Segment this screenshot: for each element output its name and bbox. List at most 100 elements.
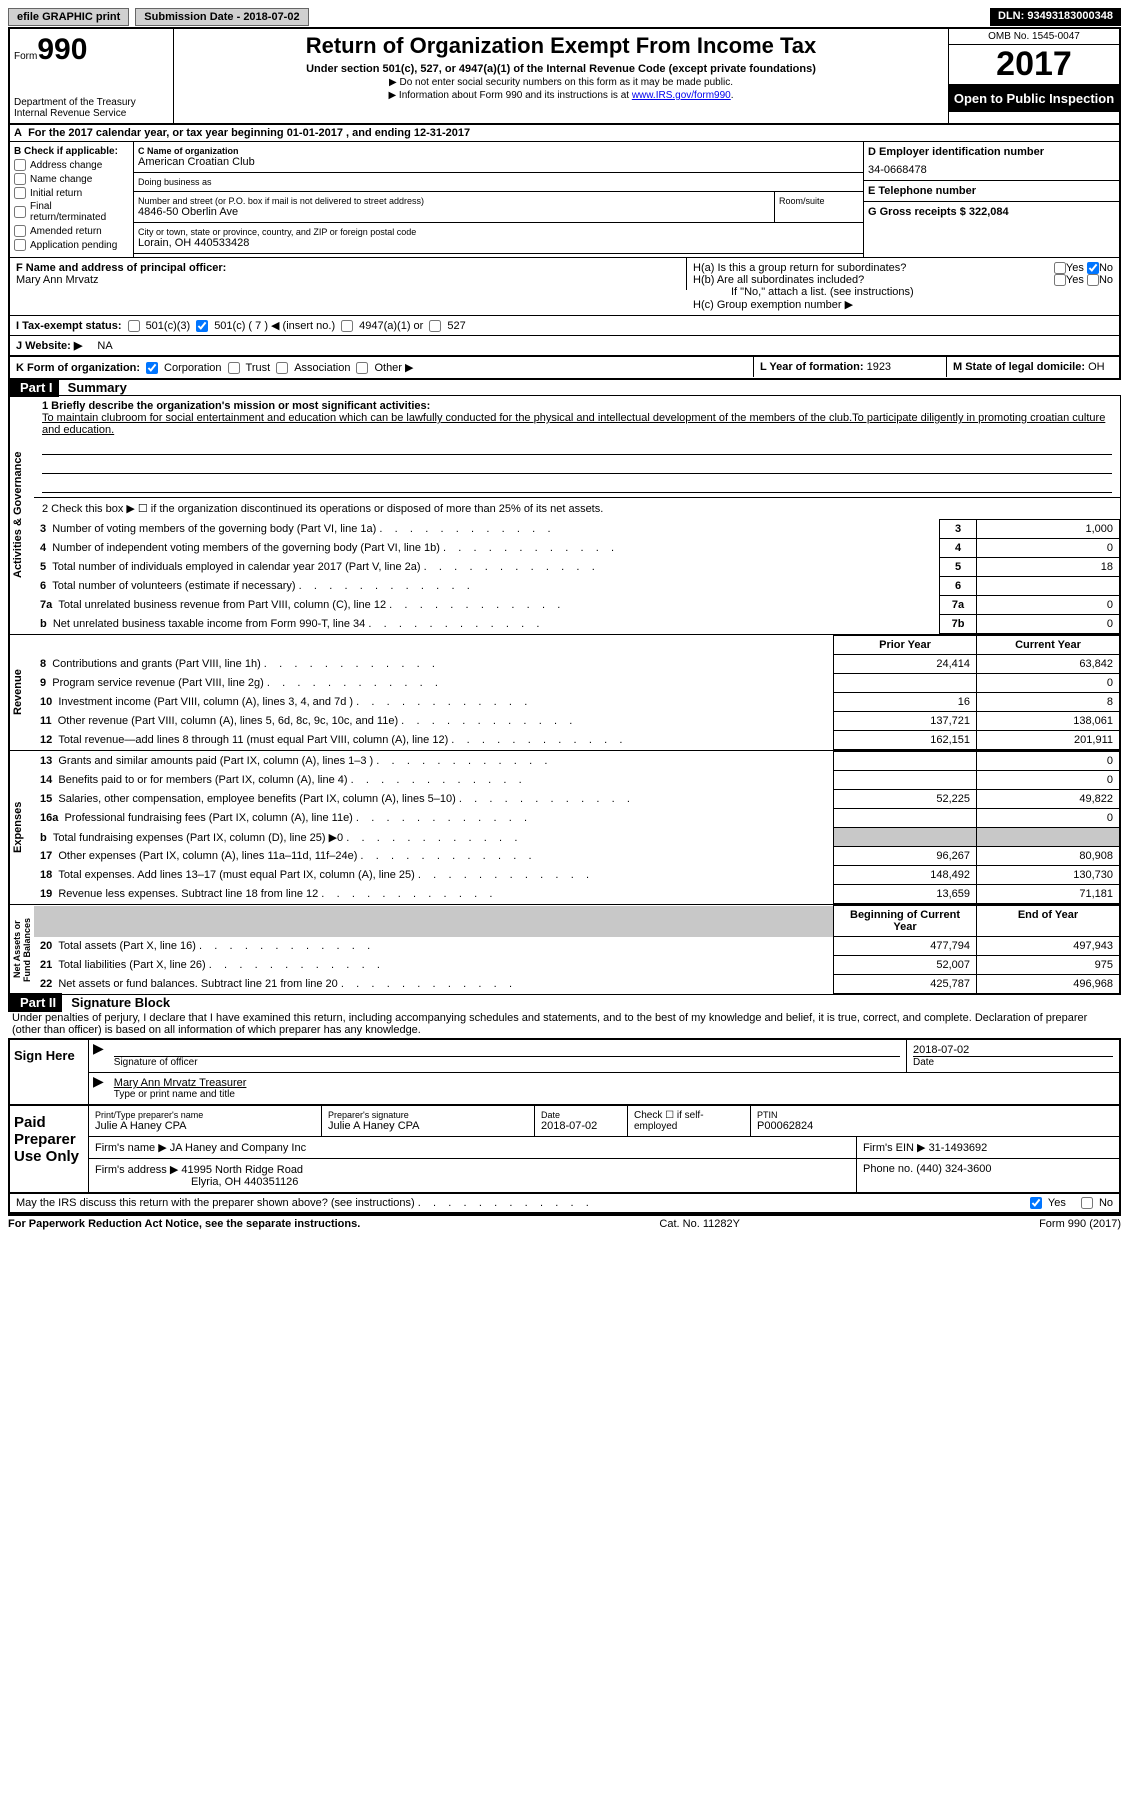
paperwork-notice: For Paperwork Reduction Act Notice, see … [8,1218,360,1230]
type-name-label: Type or print name and title [114,1089,1113,1100]
footer: For Paperwork Reduction Act Notice, see … [8,1214,1121,1230]
firm-ein: 31-1493692 [929,1142,988,1154]
part2-header: Part II Signature Block [8,995,1121,1010]
l-value: 1923 [867,361,891,373]
officer-print-name: Mary Ann Mrvatz Treasurer [114,1077,1113,1089]
firm-city: Elyria, OH 440351126 [95,1176,298,1188]
sig-officer-label: Signature of officer [114,1056,900,1068]
efile-button[interactable]: efile GRAPHIC print [8,8,129,26]
chk-trust[interactable] [228,362,240,374]
m-value: OH [1088,361,1105,373]
discuss-no[interactable] [1081,1197,1093,1209]
section-a-line: A For the 2017 calendar year, or tax yea… [8,125,1121,142]
prep-name: Julie A Haney CPA [95,1120,315,1132]
chk-address-change[interactable] [14,159,26,171]
form-ref: Form 990 (2017) [1039,1218,1121,1230]
submission-button[interactable]: Submission Date - 2018-07-02 [135,8,308,26]
governance-table: 3 Number of voting members of the govern… [34,519,1120,634]
firm-name: JA Haney and Company Inc [170,1142,306,1154]
ein-label: D Employer identification number [868,146,1044,158]
form-header: Form990 Department of the Treasury Inter… [8,27,1121,125]
chk-4947[interactable] [341,320,353,332]
dln-label: DLN: 93493183000348 [990,8,1121,26]
open-public-label: Open to Public Inspection [949,85,1119,112]
chk-527[interactable] [429,320,441,332]
sign-here-label: Sign Here [10,1040,89,1104]
sig-date-label: Date [913,1056,1113,1068]
omb-number: OMB No. 1545-0047 [949,29,1119,45]
netassets-table: Beginning of Current YearEnd of Year 20 … [34,905,1120,994]
chk-501c3[interactable] [128,320,140,332]
officer-name: Mary Ann Mrvatz [16,274,99,286]
phone-label: E Telephone number [868,185,976,197]
self-employed: Check ☐ if self-employed [628,1106,751,1136]
hc-label: H(c) Group exemption number ▶ [693,298,1113,311]
arrow-icon-2: ▶ [89,1073,108,1104]
governance-section: Activities & Governance 1 Briefly descri… [8,395,1121,635]
penalty-text: Under penalties of perjury, I declare th… [8,1010,1121,1038]
expenses-table: 13 Grants and similar amounts paid (Part… [34,751,1120,904]
hb-no[interactable] [1087,274,1099,286]
revenue-section: Revenue Prior YearCurrent Year 8 Contrib… [8,635,1121,751]
j-value: NA [97,340,112,352]
revenue-table: Prior YearCurrent Year 8 Contributions a… [34,635,1120,750]
org-name-label: C Name of organization [138,146,239,156]
entity-grid: B Check if applicable: Address change Na… [8,142,1121,257]
ha-no[interactable] [1087,262,1099,274]
mission-label: 1 Briefly describe the organization's mi… [42,400,430,412]
tax-year: 2017 [949,45,1119,85]
chk-501c[interactable] [196,320,208,332]
expenses-section: Expenses 13 Grants and similar amounts p… [8,751,1121,905]
ssn-note: ▶ Do not enter social security numbers o… [182,77,940,88]
vlabel-netassets: Net Assets orFund Balances [9,905,34,994]
org-name: American Croatian Club [138,156,859,168]
form-subtitle: Under section 501(c), 527, or 4947(a)(1)… [182,63,940,75]
gross-receipts-label: G Gross receipts $ 322,084 [868,206,1009,218]
vlabel-governance: Activities & Governance [9,396,34,634]
top-bar: efile GRAPHIC print Submission Date - 20… [8,8,1121,26]
k-label: K Form of organization: [16,362,140,374]
discuss-label: May the IRS discuss this return with the… [16,1197,1024,1209]
chk-application-pending[interactable] [14,239,26,251]
street-value: 4846-50 Oberlin Ave [138,206,770,218]
part1-header: Part I Summary [8,380,1121,395]
hb-label: H(b) Are all subordinates included? [693,274,1054,286]
sig-date: 2018-07-02 [913,1044,1113,1056]
ha-yes[interactable] [1054,262,1066,274]
ha-label: H(a) Is this a group return for subordin… [693,262,1054,274]
ein-value: 34-0668478 [868,164,1115,176]
chk-association[interactable] [276,362,288,374]
chk-final-return[interactable] [14,206,26,218]
form-title: Return of Organization Exempt From Incom… [182,33,940,59]
room-label: Room/suite [779,196,859,206]
discuss-yes[interactable] [1030,1197,1042,1209]
officer-label: F Name and address of principal officer: [16,262,226,274]
chk-initial-return[interactable] [14,187,26,199]
hb-note: If "No," attach a list. (see instruction… [693,286,1113,298]
cat-no: Cat. No. 11282Y [659,1218,740,1230]
col-d-ein: D Employer identification number 34-0668… [863,142,1119,257]
city-label: City or town, state or province, country… [138,227,859,237]
info-note: ▶ Information about Form 990 and its ins… [182,90,940,101]
vlabel-revenue: Revenue [9,635,34,750]
j-label: J Website: ▶ [16,339,82,352]
hb-yes[interactable] [1054,274,1066,286]
sign-here-block: Sign Here ▶ Signature of officer 2018-07… [8,1038,1121,1106]
chk-other[interactable] [356,362,368,374]
form-word: Form [14,51,37,62]
paid-preparer-block: Paid Preparer Use Only Print/Type prepar… [8,1106,1121,1194]
irs-link[interactable]: www.IRS.gov/form990 [632,90,731,101]
chk-amended-return[interactable] [14,225,26,237]
dba-label: Doing business as [138,177,859,187]
i-label: I Tax-exempt status: [16,320,122,332]
chk-corporation[interactable] [146,362,158,374]
prep-date: 2018-07-02 [541,1120,621,1132]
firm-addr: 41995 North Ridge Road [181,1164,303,1176]
vlabel-expenses: Expenses [9,751,34,904]
city-value: Lorain, OH 440533428 [138,237,859,249]
street-label: Number and street (or P.O. box if mail i… [138,196,770,206]
chk-name-change[interactable] [14,173,26,185]
b-heading: B Check if applicable: [14,146,118,157]
col-b-checkboxes: B Check if applicable: Address change Na… [10,142,134,257]
irs-label: Internal Revenue Service [14,108,169,119]
